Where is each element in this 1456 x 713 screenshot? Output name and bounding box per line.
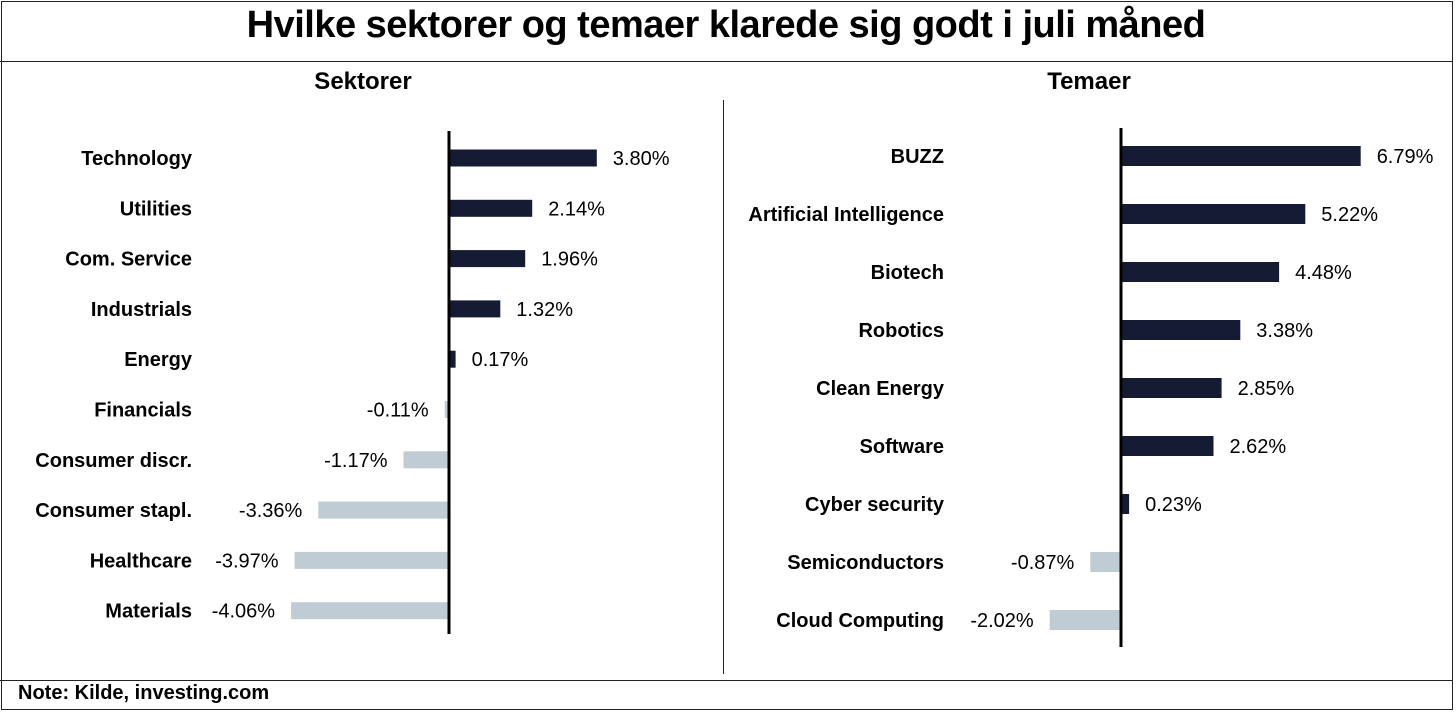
category-label: BUZZ: [891, 146, 944, 168]
bar-theme-3: [1121, 320, 1241, 340]
bar-sector-8: [294, 551, 449, 569]
page-title: Hvilke sektorer og temaer klarede sig go…: [246, 4, 1206, 46]
panel-divider: [723, 100, 724, 674]
bar-sector-0: [449, 149, 597, 167]
data-label: -0.11%: [367, 400, 429, 422]
category-label: Technology: [81, 148, 193, 170]
data-label: -3.97%: [215, 550, 279, 572]
data-label: 2.14%: [548, 198, 605, 220]
data-label: 6.79%: [1377, 146, 1434, 168]
data-label: 2.85%: [1238, 378, 1295, 400]
bar-sector-6: [403, 451, 449, 469]
bar-theme-4: [1121, 378, 1222, 398]
category-label: Healthcare: [90, 550, 192, 572]
data-label: -3.36%: [239, 500, 303, 522]
sektorer-panel-title: Sektorer: [314, 68, 412, 95]
temaer-panel-title: Temaer: [1047, 68, 1131, 95]
bar-sector-7: [318, 501, 449, 519]
category-label: Cyber security: [805, 494, 945, 516]
category-label: Materials: [105, 601, 192, 623]
category-label: Utilities: [120, 198, 192, 220]
category-label: Cloud Computing: [776, 610, 944, 632]
category-label: Software: [860, 436, 944, 458]
category-label: Com. Service: [65, 249, 192, 271]
bar-sector-1: [449, 199, 533, 217]
category-label: Artificial Intelligence: [748, 204, 944, 226]
data-label: -1.17%: [324, 450, 388, 472]
data-label: 4.48%: [1295, 262, 1352, 284]
bar-theme-0: [1121, 146, 1361, 166]
data-label: 3.38%: [1256, 320, 1313, 342]
data-label: 3.80%: [613, 148, 670, 170]
data-label: -4.06%: [212, 601, 276, 623]
bar-sector-3: [449, 300, 501, 318]
data-label: 0.17%: [472, 349, 529, 371]
category-label: Energy: [124, 349, 193, 371]
category-label: Semiconductors: [787, 552, 944, 574]
category-label: Biotech: [871, 262, 944, 284]
bar-theme-7: [1090, 552, 1121, 572]
category-label: Consumer discr.: [35, 450, 192, 472]
data-label: -2.02%: [970, 610, 1034, 632]
data-label: 5.22%: [1321, 204, 1378, 226]
bar-theme-2: [1121, 262, 1280, 282]
bar-theme-8: [1049, 610, 1121, 630]
bar-theme-6: [1121, 494, 1130, 514]
title-divider: [0, 61, 1452, 62]
bar-sector-5: [444, 401, 449, 418]
category-label: Industrials: [91, 299, 192, 321]
bar-sector-9: [291, 602, 449, 620]
bar-theme-1: [1121, 204, 1306, 224]
category-label: Clean Energy: [816, 378, 945, 400]
data-label: 1.32%: [516, 299, 573, 321]
category-label: Robotics: [858, 320, 944, 342]
bar-theme-5: [1121, 436, 1214, 456]
data-label: 1.96%: [541, 249, 598, 271]
category-label: Consumer stapl.: [35, 500, 192, 522]
data-label: 2.62%: [1230, 436, 1287, 458]
source-note: Note: Kilde, investing.com: [18, 682, 270, 704]
bar-sector-4: [449, 350, 456, 368]
category-label: Financials: [94, 400, 192, 422]
data-label: 0.23%: [1145, 494, 1202, 516]
data-label: -0.87%: [1011, 552, 1075, 574]
bar-sector-2: [449, 250, 526, 268]
footer-divider: [0, 680, 1452, 681]
